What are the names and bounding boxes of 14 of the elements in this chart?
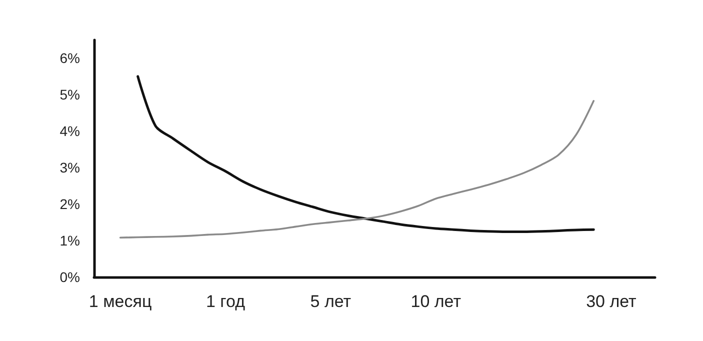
y-tick-label: 2% bbox=[60, 196, 80, 212]
y-tick-label: 6% bbox=[60, 50, 80, 66]
y-tick-label: 4% bbox=[60, 123, 80, 140]
line-series bbox=[119, 100, 595, 239]
y-tick-label: 1% bbox=[60, 232, 80, 249]
x-tick-label: 5 лет bbox=[310, 292, 352, 311]
line-series bbox=[136, 75, 595, 234]
x-tick-label: 10 лет bbox=[410, 292, 462, 311]
x-tick-label: 1 месяц bbox=[88, 292, 152, 311]
y-tick-label: 3% bbox=[60, 160, 80, 176]
y-tick-label: 5% bbox=[60, 86, 80, 103]
y-tick-label: 0% bbox=[60, 269, 80, 285]
x-tick-label: 1 год bbox=[206, 292, 246, 311]
x-tick-label: 30 лет bbox=[586, 292, 636, 311]
